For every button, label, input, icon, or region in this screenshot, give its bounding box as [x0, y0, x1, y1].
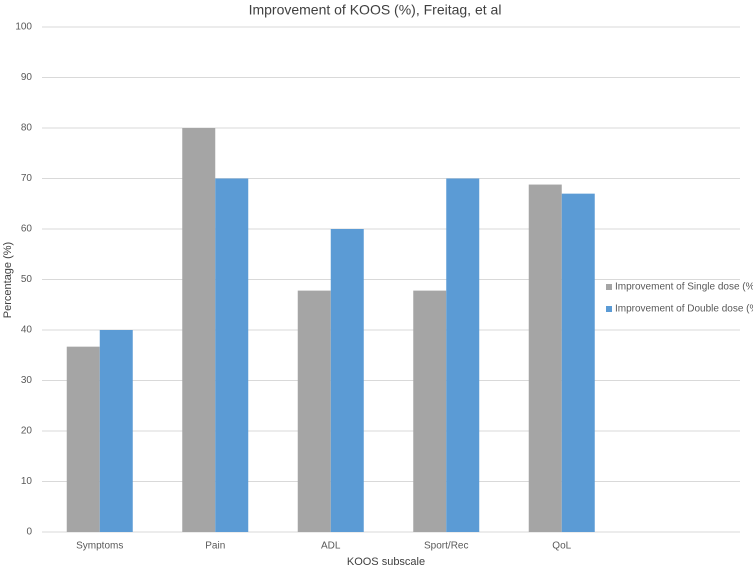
y-tick-label: 0 [26, 527, 32, 538]
y-tick-label: 30 [21, 375, 33, 386]
y-tick-label: 60 [21, 224, 33, 235]
y-tick-label: 90 [21, 72, 33, 83]
x-tick-label: QoL [552, 541, 571, 552]
bar [528, 184, 562, 532]
x-tick-label: Symptoms [76, 541, 123, 552]
x-tick-label: Pain [205, 541, 225, 552]
y-tick-label: 80 [21, 123, 33, 134]
bar [99, 330, 133, 532]
x-axis-title: KOOS subscale [347, 556, 425, 568]
y-tick-label: 50 [21, 274, 33, 285]
bar [66, 346, 100, 532]
x-tick-label: Sport/Rec [424, 541, 468, 552]
legend-label: Improvement of Single dose (%) [615, 282, 753, 293]
bar [297, 290, 331, 532]
y-tick-label: 20 [21, 426, 33, 437]
legend-swatch [606, 306, 612, 312]
legend-swatch [606, 284, 612, 290]
y-tick-label: 100 [15, 22, 32, 33]
chart-title: Improvement of KOOS (%), Freitag, et al [249, 2, 502, 18]
bar [215, 178, 249, 532]
bar [330, 229, 364, 532]
bar [413, 290, 447, 532]
y-tick-label: 70 [21, 173, 33, 184]
legend-label: Improvement of Double dose (%) [615, 304, 753, 315]
y-tick-label: 40 [21, 325, 33, 336]
y-tick-label: 10 [21, 476, 33, 487]
bar [182, 128, 216, 532]
x-tick-label: ADL [321, 541, 341, 552]
y-axis-title: Percentage (%) [2, 242, 14, 318]
bar [446, 178, 480, 532]
bar [561, 193, 595, 532]
